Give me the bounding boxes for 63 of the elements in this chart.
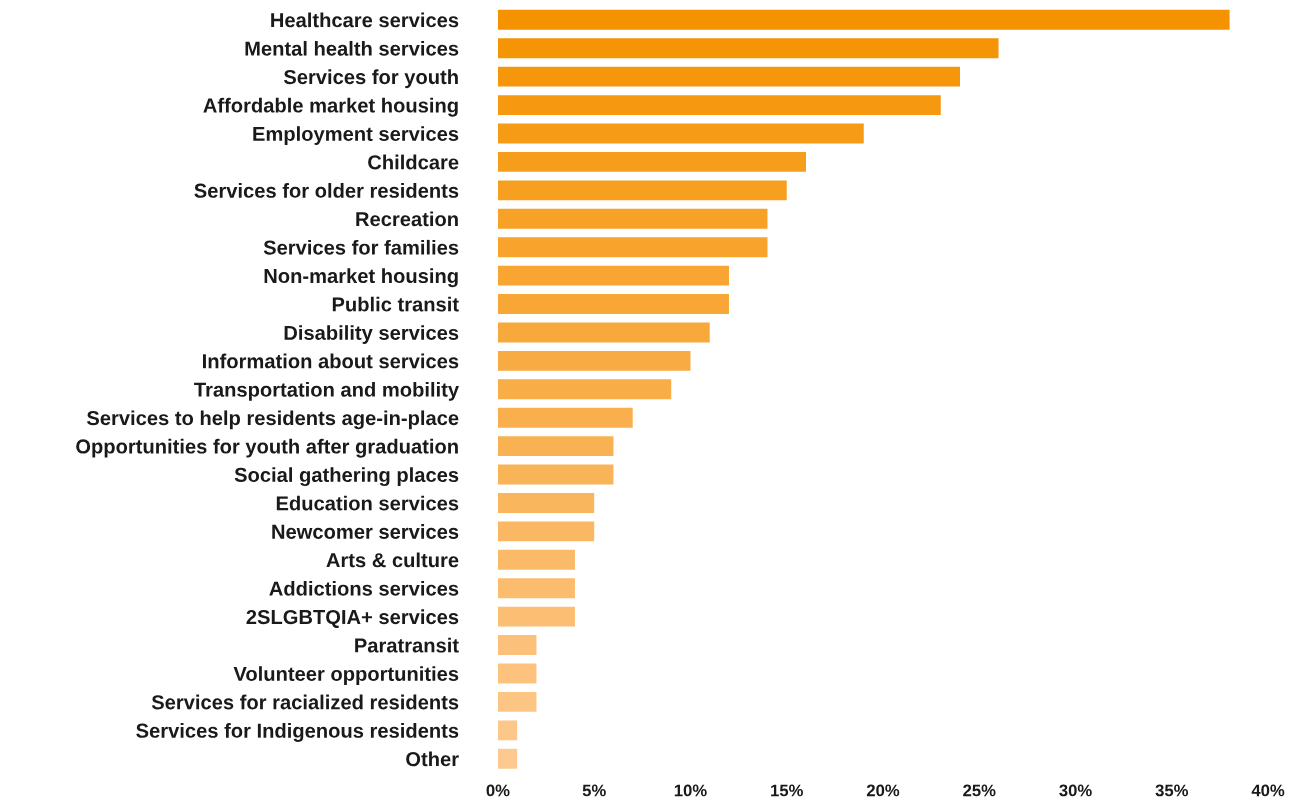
y-tick-label: Newcomer services <box>272 524 459 539</box>
bar <box>497 95 941 116</box>
bar <box>497 9 1230 30</box>
y-tick-label: Services for families <box>263 239 459 255</box>
x-tick-label: 35% <box>1155 784 1189 797</box>
y-tick-label: Arts & culture <box>326 552 459 568</box>
bar <box>497 464 614 485</box>
x-tick-label: 25% <box>963 784 996 797</box>
y-tick-label: Services for racialized residents <box>151 694 459 710</box>
y-tick-label: Healthcare services <box>271 12 459 28</box>
y-tick-label: Services to help residents age-in-place <box>86 410 459 430</box>
y-tick-label: Paratransit <box>355 637 459 653</box>
bar <box>497 407 633 428</box>
x-tick-label: 20% <box>866 784 900 797</box>
y-tick-label: Services for Indigenous residents <box>136 723 459 742</box>
bar <box>497 322 710 343</box>
y-tick-label: Transportation and mobility <box>194 381 459 401</box>
bar <box>497 180 787 201</box>
y-tick-label: Disability services <box>284 325 459 344</box>
x-tick-label: 5% <box>582 784 606 797</box>
bar <box>497 123 864 144</box>
y-tick-label: Opportunities for youth after graduation <box>76 438 458 458</box>
bar <box>497 493 595 513</box>
bar <box>497 38 999 59</box>
bar <box>497 521 595 542</box>
bar <box>497 691 537 712</box>
bar <box>497 379 672 400</box>
bar <box>497 66 961 87</box>
y-tick-label: Recreation <box>356 211 458 227</box>
y-tick-label: Non-market housing <box>264 268 458 288</box>
bar <box>497 635 537 656</box>
y-tick-label: Childcare <box>368 154 459 170</box>
y-tick-label: Social gathering places <box>234 467 459 487</box>
y-tick-label: Services for older residents <box>194 183 459 198</box>
bar <box>497 350 691 371</box>
x-tick-label: 0% <box>486 784 510 797</box>
x-tick-label: 10% <box>674 784 707 797</box>
y-tick-label: Mental health services <box>245 40 459 56</box>
bar <box>497 436 614 457</box>
y-tick-label: Affordable market housing <box>203 97 458 117</box>
bar <box>497 549 575 570</box>
y-tick-label: Employment services <box>253 126 459 145</box>
bar <box>497 151 806 172</box>
bar <box>497 208 768 229</box>
bar <box>497 578 575 599</box>
y-tick-label: Addictions services <box>269 580 459 596</box>
y-tick-label: Other <box>406 751 459 767</box>
bar <box>497 237 768 258</box>
bar <box>497 606 575 627</box>
y-tick-label: Information about services <box>203 353 459 369</box>
bar <box>497 663 537 684</box>
y-tick-label: Volunteer opportunities <box>233 666 459 685</box>
x-tick-label: 30% <box>1059 784 1092 797</box>
x-tick-label: 15% <box>771 784 803 797</box>
bar <box>497 720 518 741</box>
bar <box>497 265 729 286</box>
y-tick-label: Public transit <box>332 296 459 312</box>
bar <box>497 294 729 314</box>
y-tick-label: Services for youth <box>283 69 458 89</box>
y-tick-label: 2SLGBTQIA+ services <box>246 609 459 628</box>
y-tick-label: Education services <box>276 495 459 511</box>
bar <box>497 748 518 769</box>
x-tick-label: 40% <box>1251 784 1285 797</box>
